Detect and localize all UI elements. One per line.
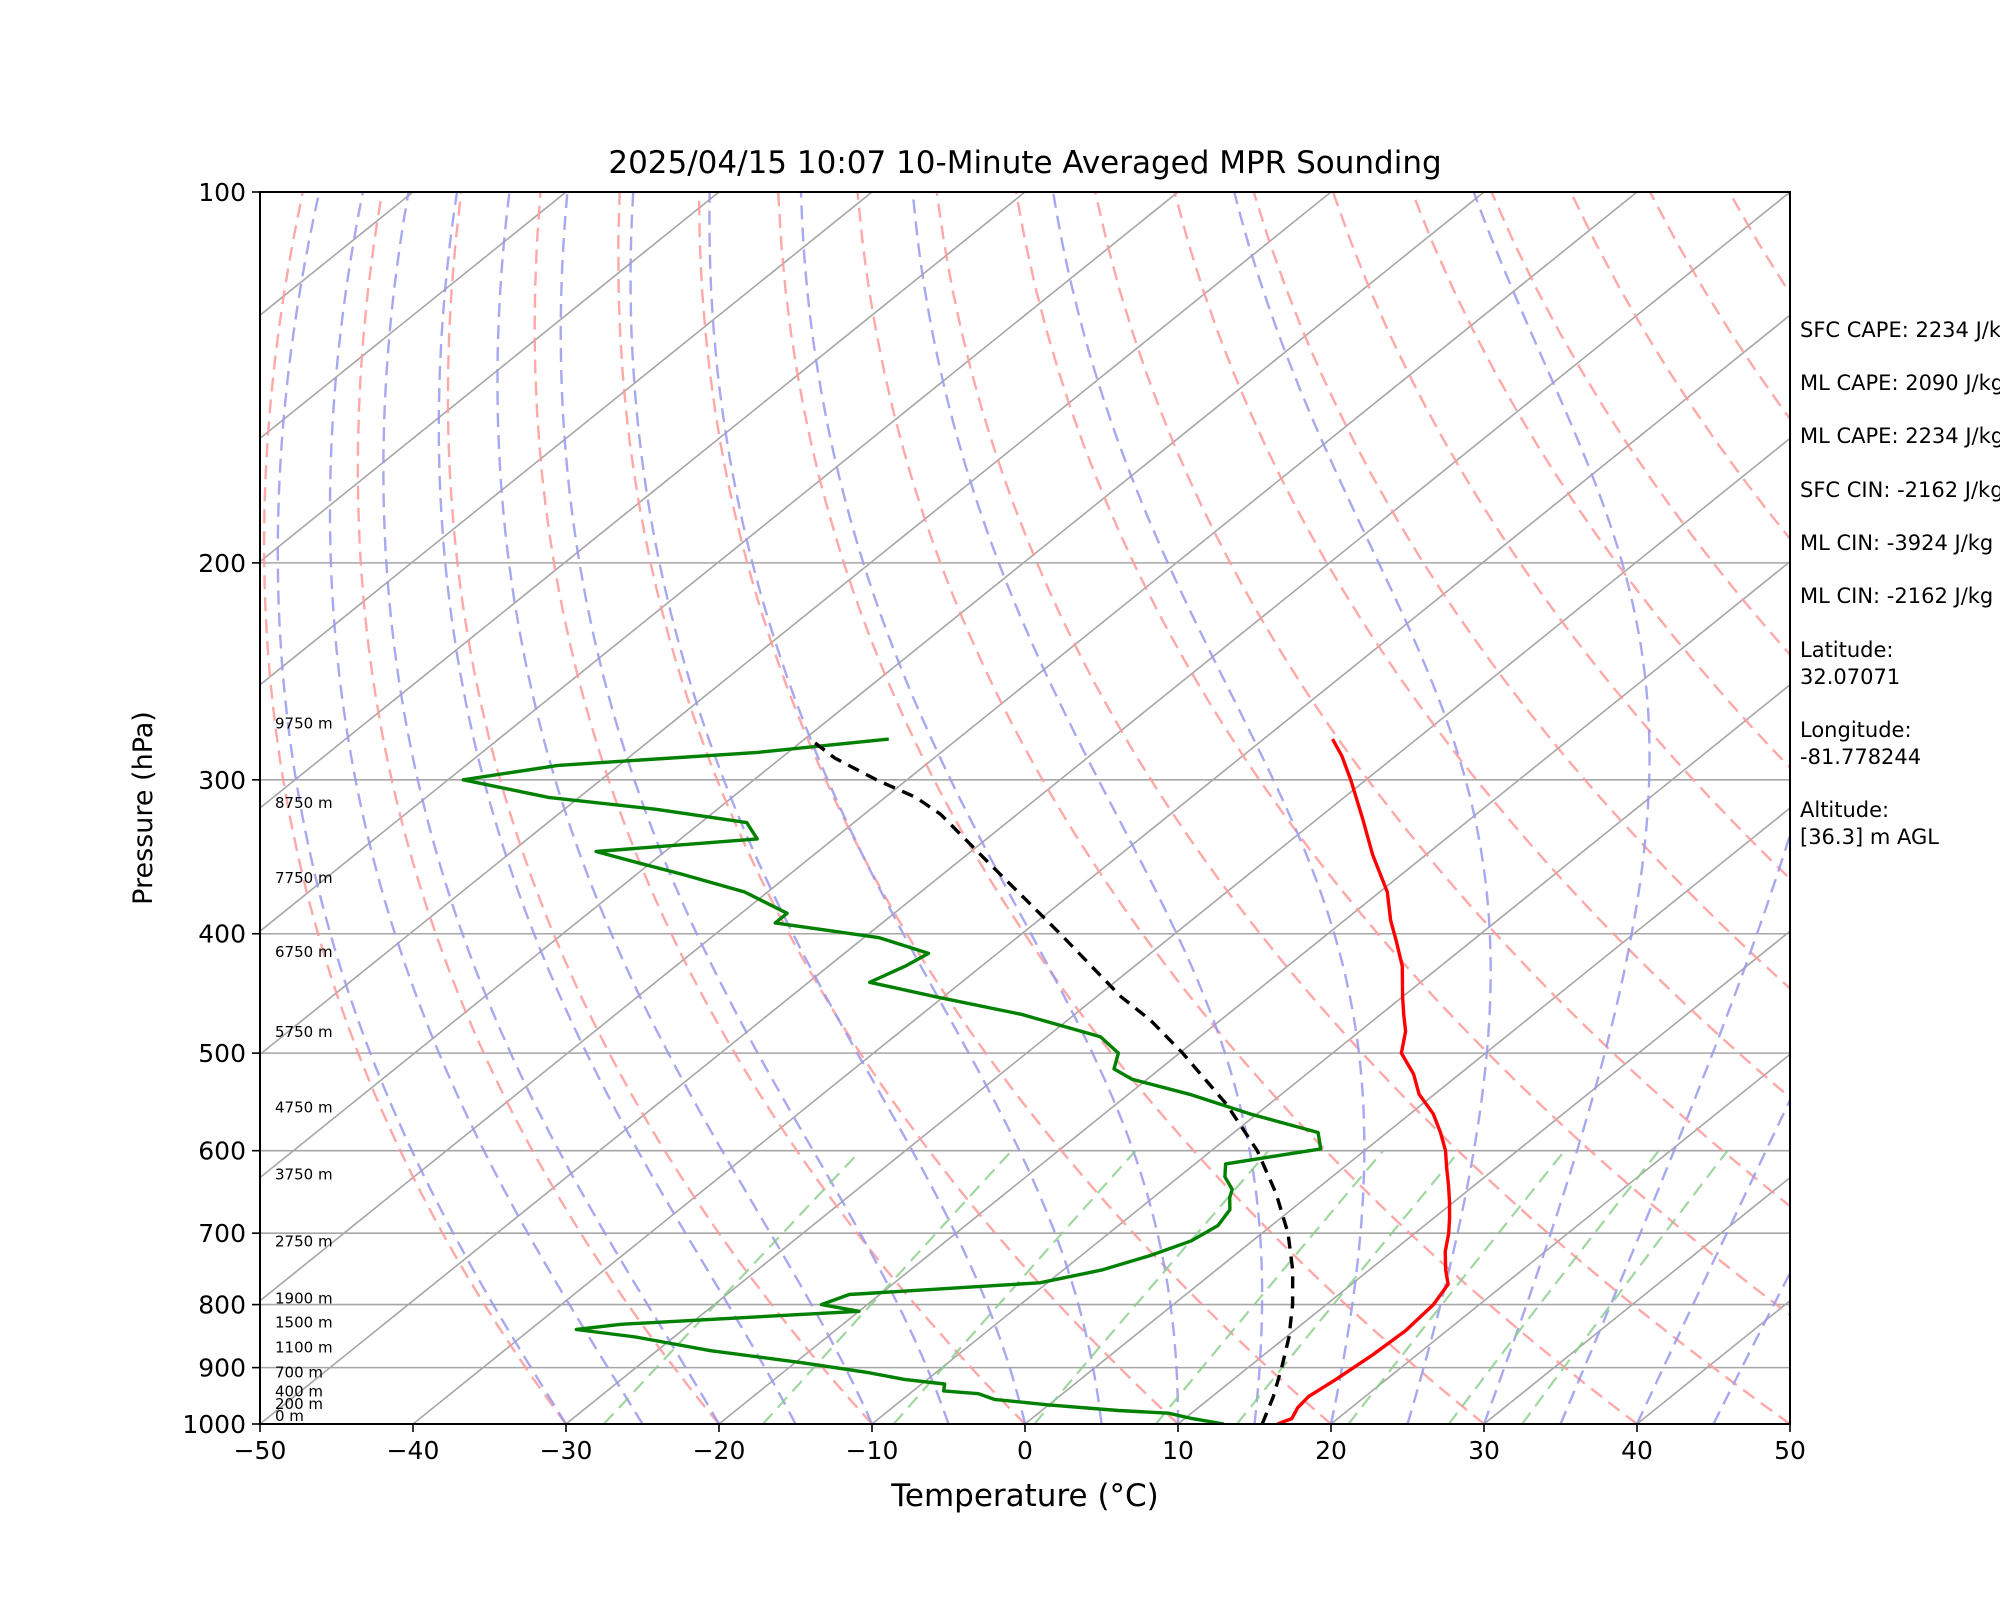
moist-adiabat-line [383,192,719,1424]
stat-ml-cape: ML CAPE: 2090 J/kg [1800,371,2000,395]
x-tick-label: 50 [1774,1436,1806,1465]
height-label: 1900 m [275,1290,333,1308]
moist-adiabat-line [439,192,796,1424]
x-tick-label: 30 [1468,1436,1500,1465]
height-label: 1100 m [275,1339,333,1357]
height-label: 3750 m [275,1166,333,1184]
moist-adiabat-line [561,192,949,1424]
x-axis-label: Temperature (°C) [890,1478,1159,1514]
y-axis-label: Pressure (hPa) [128,711,159,905]
moist-adiabat-line [801,192,1178,1424]
y-tick-label: 400 [198,920,246,949]
y-tick-label: 1000 [182,1410,246,1439]
height-label: 9750 m [275,714,333,732]
x-tick-label: 40 [1621,1436,1653,1465]
mixing-ratio-line [1449,1151,1659,1424]
height-label: 400 m [275,1382,323,1400]
latitude-value: 32.07071 [1800,665,1900,689]
dry-adiabat-line [937,192,1790,1424]
chart-title: 2025/04/15 10:07 10-Minute Averaged MPR … [608,145,1441,181]
isotherm-line [566,192,2000,1424]
x-tick-label: −20 [693,1436,746,1465]
y-tick-label: 100 [198,178,246,207]
moist-adiabat-line [330,192,643,1424]
x-tick-label: 10 [1162,1436,1194,1465]
dry-adiabat-line [858,192,1638,1424]
height-label: 2750 m [275,1233,333,1251]
altitude-label: Altitude: [1800,798,1889,822]
stats-panel: SFC CAPE: 2234 J/kg ML CAPE: 2090 J/kg M… [1800,318,2000,849]
height-label: 700 m [275,1364,323,1382]
height-label: 6750 m [275,943,333,961]
x-tick-label: −50 [234,1436,287,1465]
stat-ml-cin-2: ML CIN: -2162 J/kg [1800,584,1993,608]
altitude-value: [36.3] m AGL [1800,825,1939,849]
x-tick-label: −30 [540,1436,593,1465]
stat-sfc-cin: SFC CIN: -2162 J/kg [1800,478,2000,502]
dry-adiabat-line [448,192,872,1424]
height-label: 5750 m [275,1023,333,1041]
mixing-ratio-line [1522,1151,1728,1424]
height-label: 7750 m [275,869,333,887]
dry-adiabat-line [618,192,1178,1424]
height-label: 8750 m [275,794,333,812]
mixing-ratio-line [1237,1151,1460,1424]
moist-adiabat-line [498,192,873,1424]
parcel-profile-line [815,743,1293,1424]
dry-adiabat-line [535,192,1025,1424]
moist-adiabat-line [1234,192,1491,1424]
y-tick-label: 900 [198,1354,246,1383]
y-tick-label: 600 [198,1137,246,1166]
y-tick-label: 200 [198,549,246,578]
stat-ml-cin: ML CIN: -3924 J/kg [1800,531,1993,555]
x-tick-label: −10 [846,1436,899,1465]
mixing-ratio-line [604,1151,861,1424]
moist-adiabat-line [1053,192,1364,1424]
height-label: 4750 m [275,1099,333,1117]
latitude-label: Latitude: [1800,638,1894,662]
longitude-value: -81.778244 [1800,745,1921,769]
x-tick-label: 20 [1315,1436,1347,1465]
height-label: 1500 m [275,1314,333,1332]
x-tick-label: 0 [1017,1436,1033,1465]
y-tick-label: 700 [198,1219,246,1248]
moist-adiabat-line [709,192,1101,1424]
y-tick-label: 300 [198,766,246,795]
stat-ml-cape-2: ML CAPE: 2234 J/kg [1800,424,2000,448]
dry-adiabat-line [778,192,1484,1424]
y-tick-label: 500 [198,1039,246,1068]
x-tick-label: −40 [387,1436,440,1465]
stat-sfc-cape: SFC CAPE: 2234 J/kg [1800,318,2000,342]
longitude-label: Longitude: [1800,718,1912,742]
y-tick-label: 800 [198,1291,246,1320]
mixing-ratio-line [1034,1151,1268,1424]
